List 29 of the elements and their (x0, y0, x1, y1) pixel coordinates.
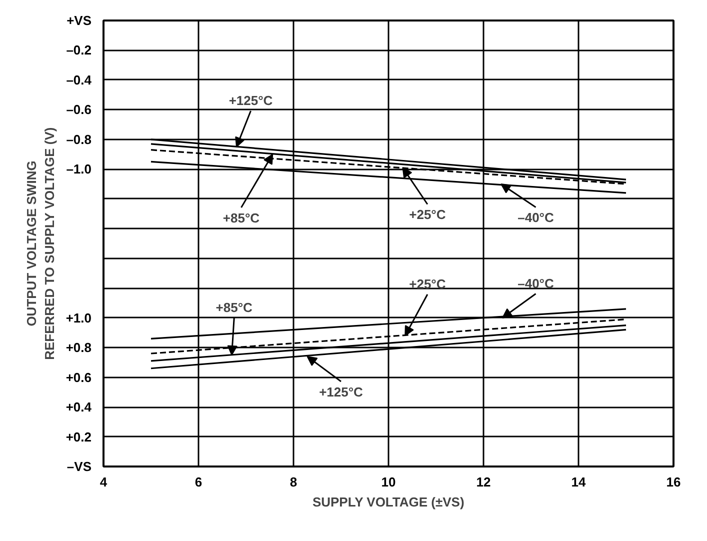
annotation: +125°C (228, 92, 274, 108)
annotation: +85°C (216, 300, 254, 315)
x-tick-label: 10 (381, 474, 396, 490)
y-tick-label: +0.8 (66, 340, 92, 356)
y2-tick-label: –0.8 (66, 132, 92, 147)
y2-tick-label: –1.0 (66, 162, 92, 177)
x-tick-label: 14 (571, 474, 586, 490)
x-tick-label: 6 (194, 474, 202, 490)
x-tick-label: 16 (666, 474, 681, 490)
y2-tick-label: –0.2 (66, 42, 92, 58)
y-axis-title: OUTPUT VOLTAGE SWING REFERRED TO SUPPLY VOLTAGE (V) (24, 127, 57, 360)
annotation: +25°C (409, 276, 446, 292)
y-tick-label: –VS (66, 459, 92, 474)
x-tick-label: 8 (290, 474, 298, 490)
y-tick-label: +0.6 (66, 370, 92, 385)
x-tick-label: 12 (476, 474, 491, 490)
y2-tick-label: –0.6 (66, 102, 92, 118)
annotation: –40°C (518, 276, 554, 291)
annotation: +85°C (222, 210, 260, 226)
y2-tick-label: +VS (66, 13, 92, 28)
y-tick-label: +0.4 (66, 400, 92, 415)
annotation: –40°C (518, 210, 554, 226)
x-axis-title: SUPPLY VOLTAGE (±VS) (312, 494, 464, 510)
x-tick-label: 4 (100, 474, 108, 490)
annotation: +25°C (409, 207, 446, 222)
y2-tick-label: –0.4 (66, 72, 92, 88)
annotation: +125°C (319, 384, 364, 400)
y-tick-label: +0.2 (66, 429, 92, 444)
y-tick-label: +1.0 (66, 310, 92, 326)
